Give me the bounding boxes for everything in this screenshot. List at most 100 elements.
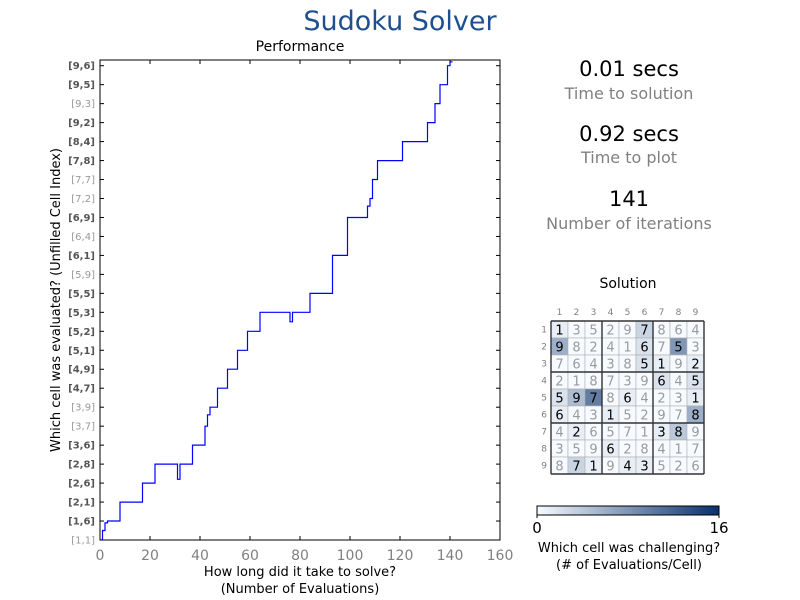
y-tick-label: [4,7] — [68, 384, 95, 395]
time-to-solution-value: 0.01 secs — [579, 57, 679, 81]
app-title: Sudoku Solver — [303, 6, 497, 37]
time-to-solution-label: Time to solution — [564, 84, 694, 103]
x-tick-label: 140 — [437, 548, 464, 564]
grid-cell-value: 4 — [623, 460, 631, 475]
grid-cell-value: 9 — [606, 460, 614, 475]
grid-cell-value: 4 — [589, 358, 597, 373]
grid-col-label: 5 — [625, 308, 631, 318]
y-axis-label: Which cell was evaluated? (Unfilled Cell… — [49, 148, 64, 452]
x-tick-label: 0 — [96, 548, 105, 564]
x-tick-label: 80 — [291, 548, 309, 564]
y-tick-label: [7,2] — [71, 194, 95, 205]
y-tick-label: [3,9] — [71, 403, 95, 414]
y-tick-label: [3,6] — [68, 441, 95, 452]
grid-cell-value: 6 — [657, 375, 665, 390]
grid-col-label: 8 — [676, 308, 682, 318]
grid-cell-value: 2 — [572, 426, 580, 441]
grid-row-label: 7 — [541, 428, 547, 438]
performance-chart: [1,1] [1,6] [2,1] [2,6] [2,8] [3,6] [3,7] [3,9]… — [49, 59, 514, 597]
y-tick-label: [5,2] — [68, 327, 95, 338]
y-tick-label: [9,3] — [71, 99, 95, 110]
grid-cell-value: 7 — [674, 409, 682, 424]
grid-cell-value: 9 — [640, 375, 648, 390]
grid-cell-value: 9 — [623, 324, 631, 339]
grid-row-label: 9 — [541, 462, 547, 472]
grid-cell-value: 8 — [640, 443, 648, 458]
grid-cell-value: 8 — [606, 392, 614, 407]
grid-cell-value: 7 — [657, 341, 665, 356]
grid-cell-value: 6 — [555, 409, 563, 424]
grid-cell-value: 7 — [640, 324, 648, 339]
y-tick-label: [9,5] — [68, 80, 95, 91]
grid-cell-value: 9 — [691, 426, 699, 441]
time-to-plot-label: Time to plot — [580, 148, 678, 167]
y-tick-label: [7,7] — [71, 175, 95, 186]
grid-cell-value: 3 — [606, 358, 614, 373]
grid-cell-value: 5 — [606, 426, 614, 441]
x-tick-label: 120 — [387, 548, 414, 564]
y-tick-label: [1,1] — [71, 536, 95, 547]
grid-cell-value: 1 — [640, 426, 648, 441]
grid-col-label: 4 — [608, 308, 614, 318]
colorbar-label-line1: Which cell was challenging? — [538, 541, 720, 556]
y-tick-label: [5,3] — [68, 308, 95, 319]
solution-title: Solution — [599, 276, 657, 292]
y-tick-label: [5,5] — [68, 289, 95, 300]
grid-cell-value: 2 — [657, 392, 665, 407]
grid-col-label: 6 — [642, 308, 648, 318]
grid-cell-value: 6 — [623, 392, 631, 407]
grid-cell-value: 6 — [606, 443, 614, 458]
grid-cell-value: 7 — [691, 443, 699, 458]
grid-cell-value: 7 — [555, 358, 563, 373]
grid-cell-value: 2 — [589, 341, 597, 356]
plot-frame — [99, 59, 501, 541]
grid-cell-value: 6 — [691, 460, 699, 475]
grid-cell-value: 3 — [555, 443, 563, 458]
grid-col-label: 9 — [693, 308, 699, 318]
grid-cell-value: 2 — [640, 409, 648, 424]
grid-cell-value: 6 — [640, 341, 648, 356]
grid-cell-value: 3 — [691, 341, 699, 356]
grid-cell-value: 5 — [589, 324, 597, 339]
grid-cell-value: 7 — [606, 375, 614, 390]
y-tick-label: [2,1] — [68, 498, 95, 509]
colorbar-gradient — [536, 505, 720, 516]
colorbar-min-label: 0 — [532, 519, 542, 537]
grid-cell-value: 9 — [572, 392, 580, 407]
grid-cell-value: 8 — [589, 375, 597, 390]
y-tick-label: [6,1] — [68, 251, 95, 262]
grid-cell-value: 4 — [572, 409, 580, 424]
y-tick-label: [8,4] — [68, 137, 95, 148]
grid-cell-value: 5 — [555, 392, 563, 407]
grid-cell-value: 8 — [674, 426, 682, 441]
y-tick-label: [6,9] — [68, 213, 95, 224]
x-tick-label: 20 — [141, 548, 159, 564]
grid-cell-value: 4 — [640, 392, 648, 407]
x-tick-label: 40 — [191, 548, 209, 564]
x-tick-label: 60 — [241, 548, 259, 564]
grid-cell-value: 5 — [657, 460, 665, 475]
grid-col-label: 7 — [659, 308, 665, 318]
x-tick-label: 160 — [487, 548, 514, 564]
grid-row-label: 4 — [541, 377, 547, 387]
y-tick-label: [9,2] — [68, 118, 95, 129]
grid-cell-value: 9 — [674, 358, 682, 373]
grid-cell-value: 8 — [555, 460, 563, 475]
plot-title: Performance — [255, 39, 345, 55]
grid-row-label: 1 — [541, 326, 547, 336]
grid-cell-value: 7 — [623, 426, 631, 441]
grid-cell-value: 2 — [674, 460, 682, 475]
grid-cell-value: 1 — [555, 324, 563, 339]
grid-cell-value: 6 — [674, 324, 682, 339]
grid-cell-value: 2 — [555, 375, 563, 390]
time-to-plot-value: 0.92 secs — [579, 122, 679, 146]
grid-cell-value: 4 — [606, 341, 614, 356]
grid-cell-value: 3 — [589, 409, 597, 424]
y-tick-label: [3,7] — [71, 422, 95, 433]
grid-cell-value: 3 — [640, 460, 648, 475]
grid-cell-value: 1 — [623, 341, 631, 356]
colorbar-label-line2: (# of Evaluations/Cell) — [556, 558, 702, 573]
y-tick-label: [2,6] — [68, 479, 95, 490]
